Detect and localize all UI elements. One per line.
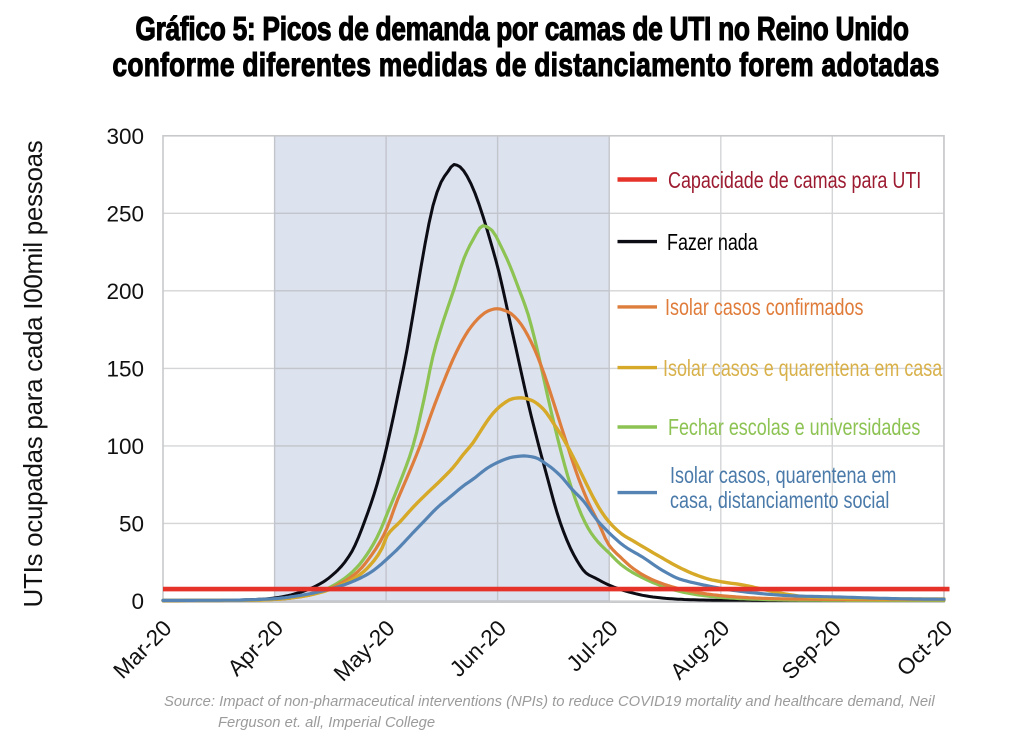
svg-text:Sep-20: Sep-20 (777, 615, 846, 684)
svg-text:Apr-20: Apr-20 (223, 615, 288, 680)
svg-text:UTIs ocupadas para cada I00mil: UTIs ocupadas para cada I00mil pessoas (18, 140, 48, 607)
svg-text:0: 0 (131, 589, 144, 614)
svg-text:Jun-20: Jun-20 (445, 615, 511, 681)
svg-text:300: 300 (106, 124, 144, 149)
svg-text:Mar-20: Mar-20 (108, 615, 176, 683)
svg-text:250: 250 (106, 201, 144, 226)
svg-text:150: 150 (106, 356, 144, 381)
svg-text:Jul-20: Jul-20 (562, 615, 623, 676)
svg-text:Oct-20: Oct-20 (892, 615, 957, 680)
svg-text:May-20: May-20 (329, 615, 400, 686)
svg-text:200: 200 (106, 279, 144, 304)
svg-text:100: 100 (106, 434, 144, 459)
svg-text:Aug-20: Aug-20 (665, 615, 734, 684)
svg-text:50: 50 (119, 511, 144, 536)
